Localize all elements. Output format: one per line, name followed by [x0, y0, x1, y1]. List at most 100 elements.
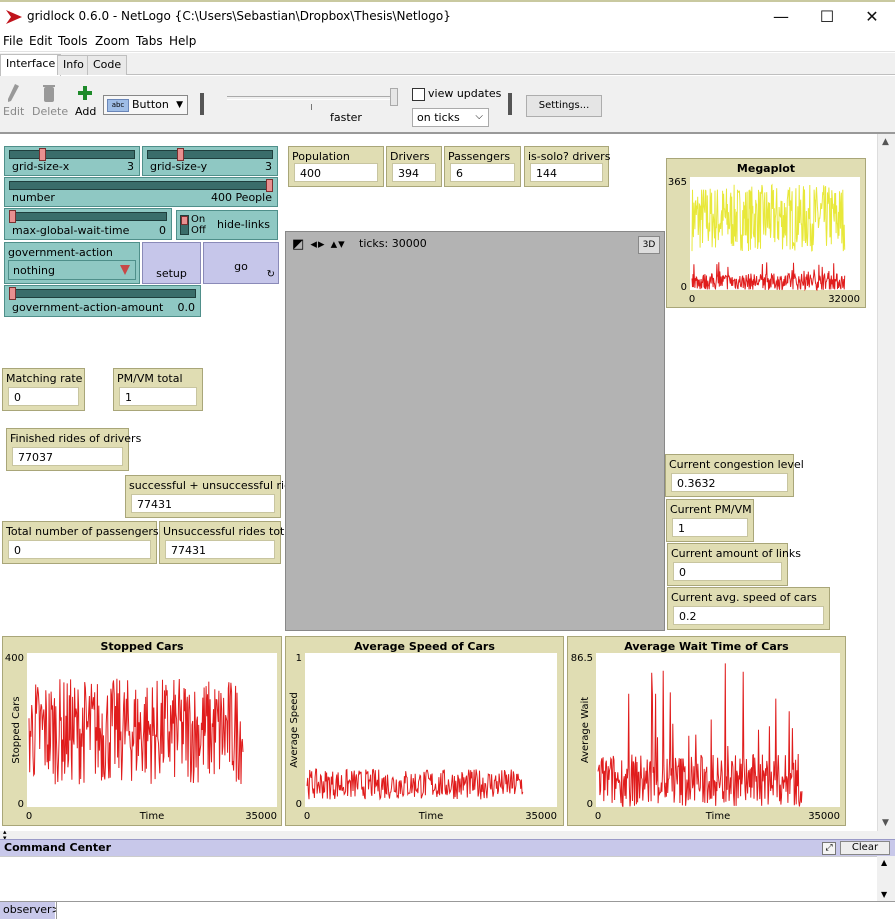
edit-label: Edit: [3, 105, 25, 118]
tab-interface[interactable]: Interface: [0, 54, 62, 76]
slider-label: max-global-wait-time: [12, 224, 130, 237]
interface-scrollbar[interactable]: ▲ ▼: [877, 134, 895, 831]
view-control-icons[interactable]: ◩ ◂▸ ▴▾: [292, 237, 346, 252]
x-tick-label: 35000: [245, 811, 277, 822]
monitor-value: 144: [530, 163, 603, 182]
x-tick-label: 0: [595, 811, 601, 822]
slider-thumb[interactable]: [266, 179, 273, 192]
y-tick-label: 365: [668, 177, 687, 188]
slider-label: grid-size-y: [150, 160, 208, 173]
monitor-value: 1: [119, 387, 197, 406]
minimize-button[interactable]: —: [773, 7, 789, 26]
maximize-button[interactable]: ☐: [819, 7, 835, 26]
plot-title: Megaplot: [737, 162, 795, 175]
command-input[interactable]: [56, 902, 895, 919]
slider-grid-size-x[interactable]: grid-size-x 3: [4, 146, 140, 176]
monitor-value: 0.3632: [671, 473, 788, 492]
monitor-drivers: Drivers 394: [386, 146, 442, 187]
menu-bar: File Edit Tools Zoom Tabs Help: [0, 32, 895, 52]
menu-edit[interactable]: Edit: [29, 34, 53, 48]
plot-canvas: Average Wait Time of Cars 86.5 00 35000 Time…: [571, 640, 840, 822]
plot-average-wait-time[interactable]: Average Wait Time of Cars 86.5 0 0 35000 Time…: [567, 636, 846, 826]
x-tick-label: 35000: [808, 811, 840, 822]
plot-series-line: [691, 183, 846, 252]
ticks-counter: ticks: 30000: [359, 237, 427, 250]
plot-average-speed[interactable]: Average Speed of Cars 1 0 0 35000 Time Average…: [285, 636, 564, 826]
x-tick-label: 0: [689, 294, 695, 305]
speed-slider-thumb[interactable]: [390, 88, 398, 106]
interface-toolbar: Edit Delete Add abc Button ▼ faster view…: [0, 76, 895, 134]
agent-selector[interactable]: observer>: [0, 902, 61, 919]
close-button[interactable]: ✕: [865, 7, 879, 26]
tab-info[interactable]: Info: [57, 55, 90, 75]
slider-value: 0.0: [177, 301, 196, 314]
slider-track: [9, 150, 135, 159]
edit-tool[interactable]: Edit: [3, 84, 25, 118]
pencil-icon: [8, 84, 19, 102]
tab-code[interactable]: Code: [87, 55, 128, 75]
chooser-box[interactable]: nothing: [8, 260, 136, 280]
delete-tool[interactable]: Delete: [32, 84, 68, 118]
plot-canvas: Megaplot 365 00 32000: [668, 162, 860, 305]
settings-button[interactable]: Settings...: [526, 95, 602, 117]
menu-tabs[interactable]: Tabs: [136, 34, 163, 48]
x-tick-label: 0: [26, 811, 32, 822]
x-axis-label: Time: [139, 811, 164, 822]
slider-number[interactable]: number 400 People: [4, 177, 278, 207]
slider-label: government-action-amount: [12, 301, 164, 314]
splitter-arrows-icon[interactable]: ▴ ▾: [3, 828, 7, 842]
menu-tools[interactable]: Tools: [58, 34, 88, 48]
slider-max-global-wait-time[interactable]: max-global-wait-time 0: [4, 208, 172, 240]
slider-thumb[interactable]: [38, 148, 46, 161]
monitor-pm-vm-total: PM/VM total 1: [113, 368, 203, 411]
plot-stopped-cars[interactable]: Stopped Cars 400 0 0 35000 Time Stopped Cars: [2, 636, 282, 826]
monitor-label: PM/VM total: [117, 372, 183, 385]
switch-hide-links[interactable]: On Off hide-links: [176, 210, 278, 240]
x-axis-label: Time: [705, 811, 730, 822]
update-mode-dropdown[interactable]: on ticks ⌵: [412, 108, 489, 127]
speed-label: faster: [330, 111, 362, 124]
setup-button[interactable]: setup: [142, 242, 201, 284]
x-axis-label: Time: [418, 811, 443, 822]
add-tool[interactable]: Add: [75, 84, 96, 118]
plus-icon: [78, 86, 92, 100]
command-center-splitter[interactable]: ▴ ▾: [0, 828, 895, 842]
menu-zoom[interactable]: Zoom: [95, 34, 130, 48]
speed-slider-track[interactable]: [227, 96, 397, 100]
chooser-value: nothing: [13, 264, 55, 277]
slider-thumb[interactable]: [176, 148, 184, 161]
monitor-label: Total number of passengers: [6, 525, 159, 538]
plot-megaplot[interactable]: Megaplot 365 0 0 32000: [666, 158, 866, 308]
world-view[interactable]: ◩ ◂▸ ▴▾ ticks: 30000 3D: [285, 231, 665, 631]
menu-file[interactable]: File: [3, 34, 24, 48]
widget-type-dropdown[interactable]: abc Button ▼: [103, 95, 188, 115]
monitor-successful-unsuccessful-rides: successful + unsuccessful rides 77431: [125, 475, 304, 518]
scroll-down-icon[interactable]: ▼: [882, 818, 889, 828]
expand-icon[interactable]: ⤢: [822, 842, 836, 855]
slider-thumb[interactable]: [9, 210, 16, 223]
slider-government-action-amount[interactable]: government-action-amount 0.0: [4, 285, 201, 317]
monitor-population: Population 400: [288, 146, 384, 187]
switch-knob[interactable]: [181, 216, 188, 225]
scroll-down-icon[interactable]: ▼: [881, 890, 888, 899]
monitor-label: Current congestion level: [669, 458, 804, 471]
view-updates-checkbox[interactable]: [412, 88, 425, 101]
scroll-up-icon[interactable]: ▲: [882, 137, 889, 147]
command-center-header: Command Center ⤢ Clear: [0, 839, 895, 856]
y-tick-label: 1: [296, 653, 302, 664]
slider-grid-size-y[interactable]: grid-size-y 3: [142, 146, 278, 176]
monitor-value: 77431: [165, 540, 275, 559]
menu-help[interactable]: Help: [169, 34, 197, 48]
go-button[interactable]: go ↻: [203, 242, 279, 284]
y-tick-label: 400: [5, 653, 24, 664]
monitor-label: Finished rides of drivers: [10, 432, 142, 445]
slider-thumb[interactable]: [9, 287, 16, 300]
window-title: gridlock 0.6.0 - NetLogo {C:\Users\Sebas…: [27, 9, 451, 23]
chooser-government-action[interactable]: government-action nothing: [4, 242, 140, 284]
3d-view-button[interactable]: 3D: [638, 236, 660, 254]
plot-series-line: [597, 663, 803, 808]
command-center-scrollbar[interactable]: ▲ ▼: [877, 856, 895, 901]
chevron-down-icon: ⌵: [475, 111, 483, 122]
clear-button[interactable]: Clear: [840, 841, 890, 855]
scroll-up-icon[interactable]: ▲: [881, 858, 888, 867]
